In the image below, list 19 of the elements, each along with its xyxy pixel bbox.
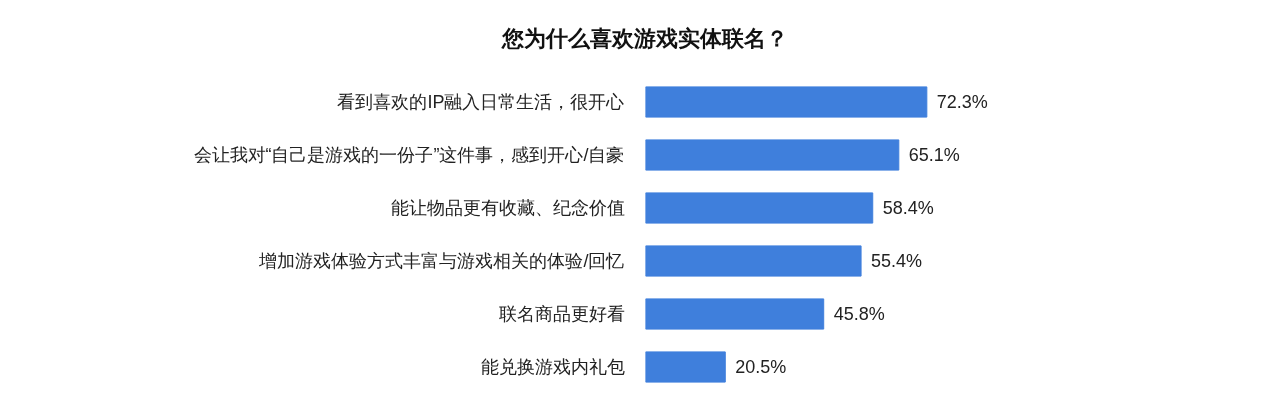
data-label: 72.3%	[936, 92, 988, 112]
y-tick-label: 能兑换游戏内礼包	[480, 357, 625, 377]
bar	[645, 139, 900, 171]
bar	[645, 86, 928, 118]
y-tick-label: 增加游戏体验方式丰富与游戏相关的体验/回忆	[258, 251, 625, 271]
data-label: 65.1%	[908, 145, 960, 165]
bar	[645, 245, 862, 277]
bar	[645, 351, 726, 383]
bar	[645, 192, 874, 224]
y-tick-label: 会让我对“自己是游戏的一份子”这件事，感到开心/自豪	[193, 145, 625, 165]
data-label: 55.4%	[871, 251, 923, 271]
data-label: 58.4%	[882, 198, 934, 218]
data-label: 20.5%	[735, 357, 787, 377]
bar	[645, 298, 825, 330]
y-tick-label: 联名商品更好看	[498, 304, 625, 324]
chart-title: 您为什么喜欢游戏实体联名？	[502, 25, 788, 53]
y-tick-label: 看到喜欢的IP融入日常生活，很开心	[337, 92, 625, 112]
y-tick-label: 能让物品更有收藏、纪念价值	[390, 198, 625, 218]
data-label: 45.8%	[833, 304, 885, 324]
